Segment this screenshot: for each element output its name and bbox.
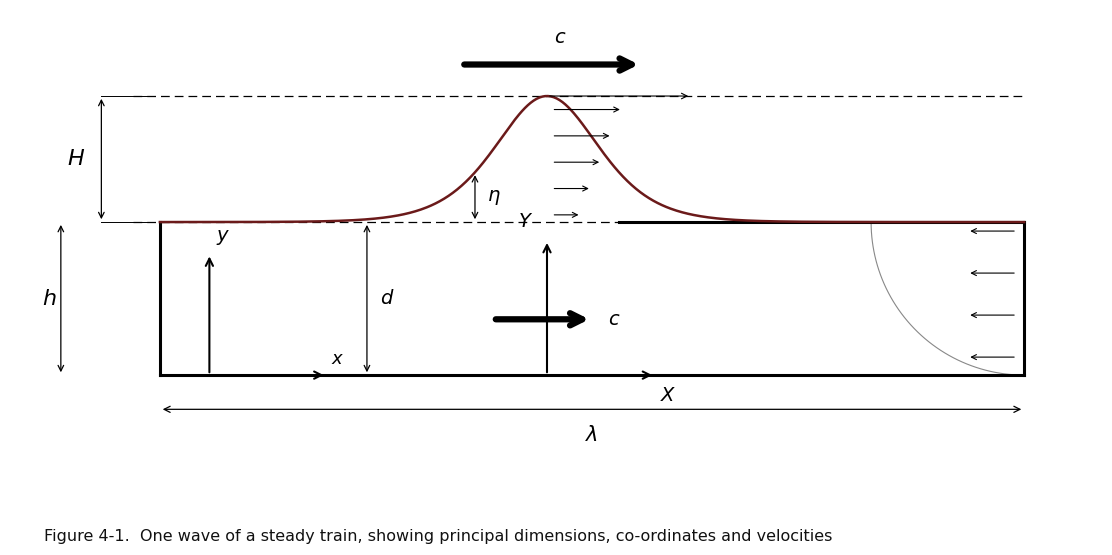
Text: $y$: $y$ [216,228,230,248]
Text: $\eta$: $\eta$ [487,188,500,206]
Text: $h$: $h$ [42,289,57,309]
Text: $\lambda$: $\lambda$ [585,425,598,445]
Text: $x$: $x$ [331,350,345,368]
Text: Figure 4-1.  One wave of a steady train, showing principal dimensions, co-ordina: Figure 4-1. One wave of a steady train, … [44,529,833,544]
Text: $X$: $X$ [659,386,676,405]
Text: $c$: $c$ [554,28,567,47]
Text: $d$: $d$ [380,289,395,308]
Text: $H$: $H$ [67,149,86,169]
Text: $Y$: $Y$ [518,212,534,231]
Text: $c$: $c$ [608,310,620,329]
